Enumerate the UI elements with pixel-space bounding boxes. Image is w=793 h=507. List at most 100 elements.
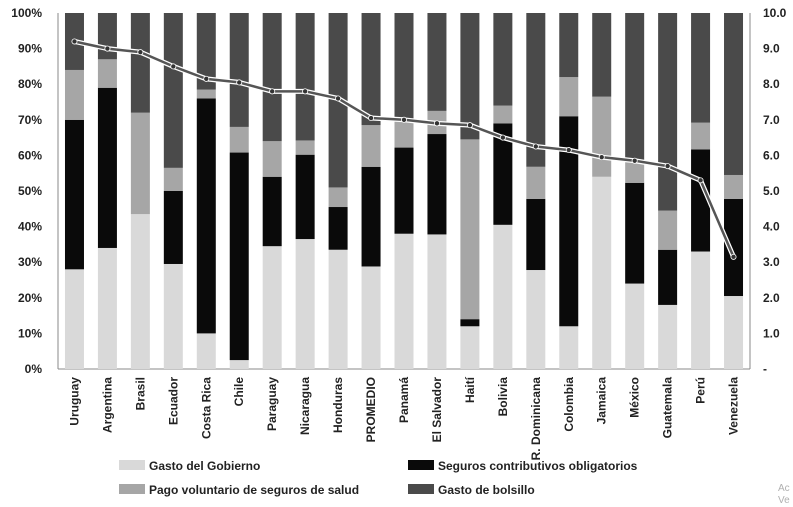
bar-segment-2-6 <box>229 152 249 361</box>
bar-segment-2-11 <box>394 147 414 234</box>
left-tick-label: 30% <box>18 255 42 269</box>
bar-segment-2-10 <box>361 166 381 267</box>
left-tick-label: 10% <box>18 326 42 340</box>
bars-layer <box>64 13 744 369</box>
legend-label-1: Gasto del Gobierno <box>149 459 260 473</box>
bar-segment-3-10 <box>361 125 381 167</box>
bar-segment-1-1 <box>64 269 84 369</box>
bar-segment-2-5 <box>196 98 216 334</box>
bar-segment-1-7 <box>262 246 282 369</box>
bar-segment-2-16 <box>559 116 579 327</box>
right-tick-label: 1.0 <box>763 326 780 340</box>
bar-segment-2-1 <box>64 119 84 270</box>
bar-segment-4-12 <box>427 13 447 111</box>
bar-segment-4-10 <box>361 13 381 126</box>
right-tick-label: 7.0 <box>763 113 780 127</box>
legend-swatch-1 <box>119 460 145 470</box>
bar-segment-4-11 <box>394 13 414 120</box>
bar-segment-1-6 <box>229 360 249 369</box>
right-axis-labels: - 1.0 2.0 3.0 4.0 5.0 6.0 7.0 8.0 9.0 10.0 <box>763 6 787 376</box>
bar-segment-2-13 <box>460 319 480 327</box>
bar-segment-3-5 <box>196 89 216 99</box>
bar-segment-1-16 <box>559 326 579 369</box>
bar-segment-3-21 <box>724 174 744 199</box>
bar-segment-3-8 <box>295 140 315 155</box>
bar-segment-3-17 <box>592 96 612 177</box>
bar-segment-1-5 <box>196 333 216 369</box>
bar-segment-4-14 <box>493 13 513 106</box>
left-tick-label: 40% <box>18 220 42 234</box>
line-point-17 <box>598 154 605 161</box>
bar-segment-1-17 <box>592 176 612 369</box>
line-point-19 <box>664 163 671 170</box>
bar-segment-1-15 <box>526 270 546 369</box>
left-tick-label: 70% <box>18 113 42 127</box>
bar-segment-2-15 <box>526 198 546 271</box>
bar-segment-2-18 <box>625 182 645 284</box>
category-label-21: Venezuela <box>727 377 741 435</box>
bar-segment-4-6 <box>229 13 249 127</box>
bar-segment-3-20 <box>691 122 711 150</box>
legend: Gasto del Gobierno Seguros contributivos … <box>119 459 638 497</box>
bar-segment-4-21 <box>724 13 744 175</box>
bar-segment-4-20 <box>691 13 711 123</box>
bar-segment-1-14 <box>493 224 513 369</box>
bar-segment-4-4 <box>163 13 183 168</box>
line-point-12 <box>433 120 440 127</box>
line-point-10 <box>368 115 375 122</box>
bar-segment-4-16 <box>559 13 579 78</box>
left-tick-label: 100% <box>11 6 42 20</box>
category-label-2: Argentina <box>100 377 114 433</box>
category-label-5: Costa Rica <box>199 377 213 439</box>
bar-segment-4-18 <box>625 13 645 162</box>
category-label-3: Brasil <box>133 377 147 410</box>
line-point-5 <box>203 75 210 82</box>
bar-segment-3-2 <box>97 59 117 88</box>
left-tick-label: 90% <box>18 42 42 56</box>
category-label-17: Jamaica <box>595 377 609 425</box>
category-label-7: Paraguay <box>265 377 279 431</box>
category-label-8: Nicaragua <box>298 377 312 435</box>
category-label-20: Perú <box>694 377 708 404</box>
line-point-15 <box>532 143 539 150</box>
line-point-6 <box>236 79 243 86</box>
bar-segment-1-8 <box>295 239 315 369</box>
left-tick-label: 20% <box>18 291 42 305</box>
line-point-4 <box>170 63 177 70</box>
bar-segment-2-8 <box>295 154 315 240</box>
category-label-16: Colombia <box>562 377 576 432</box>
line-point-14 <box>499 134 506 141</box>
legend-label-4: Gasto de bolsillo <box>438 483 535 497</box>
bar-segment-1-20 <box>691 251 711 369</box>
line-point-11 <box>400 116 407 123</box>
left-tick-label: 0% <box>25 362 43 376</box>
category-label-12: El Salvador <box>430 377 444 443</box>
bar-segment-2-14 <box>493 123 513 225</box>
line-point-1 <box>71 38 78 45</box>
bar-segment-2-4 <box>163 191 183 264</box>
line-point-2 <box>104 45 111 52</box>
legend-label-2: Seguros contributivos obligatorios <box>438 459 638 473</box>
left-tick-label: 60% <box>18 148 42 162</box>
bar-segment-3-6 <box>229 126 249 153</box>
bar-segment-3-1 <box>64 69 84 120</box>
bar-segment-1-21 <box>724 296 744 369</box>
bar-segment-3-3 <box>130 112 150 215</box>
category-label-15: R. Dominicana <box>529 377 543 461</box>
bar-segment-3-15 <box>526 166 546 199</box>
bar-segment-3-4 <box>163 167 183 191</box>
line-point-3 <box>137 49 144 56</box>
bar-segment-1-3 <box>130 214 150 369</box>
legend-swatch-4 <box>408 484 434 494</box>
legend-label-3: Pago voluntario de seguros de salud <box>149 483 359 497</box>
bar-segment-2-2 <box>97 87 117 248</box>
line-point-13 <box>466 122 473 129</box>
bar-segment-3-11 <box>394 119 414 148</box>
category-label-1: Uruguay <box>67 377 81 426</box>
bar-segment-1-18 <box>625 283 645 369</box>
bar-segment-1-12 <box>427 234 447 369</box>
bar-segment-2-7 <box>262 176 282 247</box>
line-point-7 <box>269 88 276 95</box>
line-point-21 <box>730 253 737 260</box>
line-point-8 <box>302 88 309 95</box>
